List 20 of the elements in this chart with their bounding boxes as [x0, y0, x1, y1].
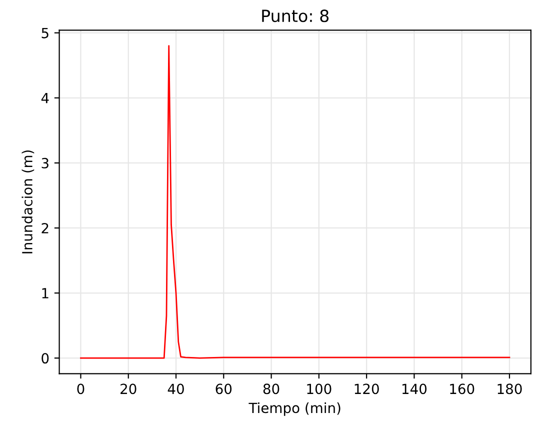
y-tick-label: 0: [42, 353, 49, 364]
y-tick-label: 2: [42, 222, 48, 234]
y-axis-title: Inundacion (m): [22, 150, 34, 254]
chart-title: Punto: 8: [262, 10, 329, 22]
x-tick-label: 20: [120, 384, 136, 394]
x-tick-label: 100: [307, 384, 332, 394]
x-axis-title: Tiempo (min): [248, 402, 340, 416]
y-tick-label: 1: [42, 288, 48, 298]
x-tick-label: 60: [216, 384, 232, 394]
x-tick-label: 80: [263, 384, 280, 394]
x-tick-label: 180: [498, 384, 522, 394]
x-tick-label: 140: [402, 384, 427, 394]
x-tick-label: 40: [168, 384, 184, 394]
y-tick-label: 4: [41, 93, 49, 104]
y-tick-label: 3: [42, 158, 48, 168]
x-tick-label: 160: [450, 384, 474, 394]
line-series: [80, 45, 510, 359]
x-tick-label: 120: [354, 384, 379, 394]
y-tick-label: 5: [42, 28, 48, 38]
x-tick-label: 0: [77, 384, 84, 394]
